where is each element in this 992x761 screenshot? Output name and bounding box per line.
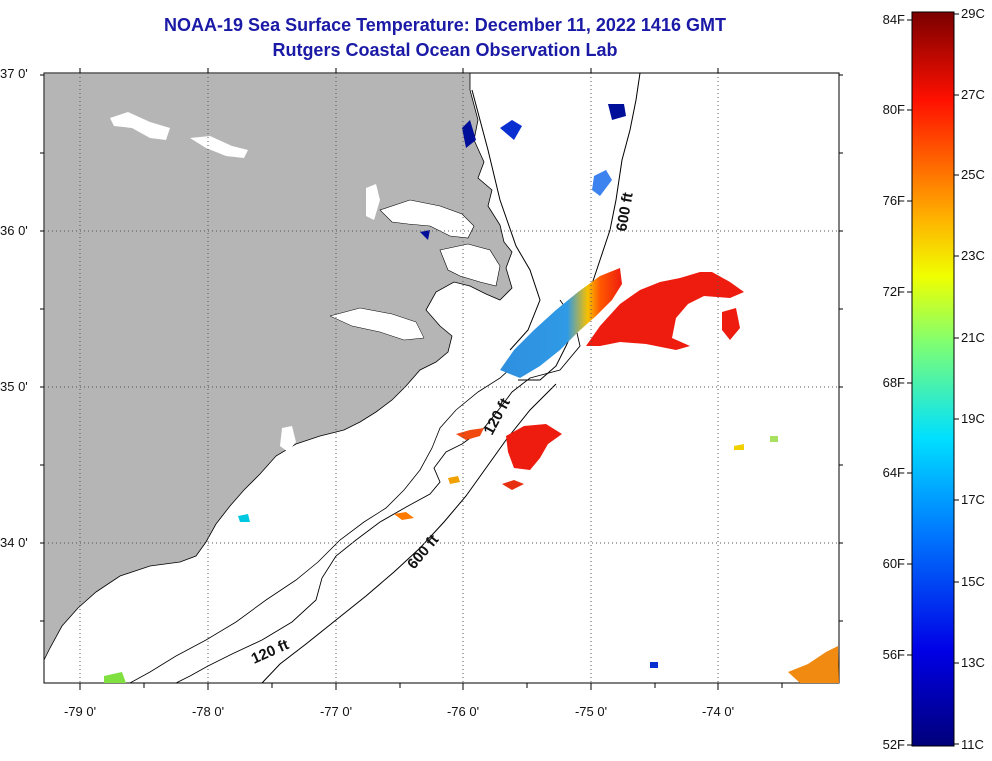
isobath-120ft: [175, 299, 581, 683]
colorbar-f-label: 64F: [883, 465, 905, 480]
cold-sst-patch: [500, 268, 622, 378]
warm-sst-patch: [722, 308, 740, 340]
inland-lake: [190, 136, 248, 158]
outer-banks: [471, 89, 541, 351]
warm-sst-patch: [734, 444, 744, 450]
cold-sst-patch: [592, 170, 612, 196]
lat-label: 34 0': [0, 535, 28, 550]
colorbar-f-label: 76F: [883, 193, 905, 208]
lat-label: 36 0': [0, 223, 28, 238]
colorbar-f-label: 80F: [883, 102, 905, 117]
lon-label: -74 0': [702, 704, 734, 719]
warm-sst-patch: [448, 476, 460, 484]
colorbar-c-label: 17C: [961, 492, 985, 507]
lon-label: -77 0': [320, 704, 352, 719]
color-bar-ticks: [907, 13, 959, 746]
colorbar-f-label: 56F: [883, 647, 905, 662]
warm-sst-patch: [788, 646, 839, 683]
warm-sst-patch: [770, 436, 778, 442]
colorbar-f-label: 84F: [883, 12, 905, 27]
lon-label: -75 0': [575, 704, 607, 719]
colorbar-f-label: 60F: [883, 556, 905, 571]
cold-sst-patch: [238, 514, 250, 522]
cold-sst-patch: [500, 120, 522, 140]
colorbar-c-label: 11C: [961, 737, 984, 752]
warm-sst-patch: [394, 512, 414, 520]
colorbar-c-label: 23C: [961, 248, 985, 263]
lat-label: 35 0': [0, 379, 28, 394]
isobath-600ft: [261, 383, 557, 683]
map-title: NOAA-19 Sea Surface Temperature: Decembe…: [164, 15, 726, 35]
colorbar-c-label: 27C: [961, 87, 985, 102]
colorbar-f-label: 52F: [883, 737, 905, 752]
neuse-river: [329, 307, 425, 341]
map-subtitle: Rutgers Coastal Ocean Observation Lab: [272, 40, 618, 60]
colorbar-c-label: 13C: [961, 655, 985, 670]
colorbar-c-label: 21C: [961, 330, 985, 345]
colorbar-c-label: 25C: [961, 167, 985, 182]
colorbar-c-label: 29C: [961, 6, 985, 21]
inland-lake: [280, 426, 296, 452]
pamlico-sound: [439, 243, 501, 287]
colorbar-c-label: 19C: [961, 411, 985, 426]
colorbar-f-label: 68F: [883, 375, 905, 390]
warm-sst-patch: [502, 480, 524, 490]
lon-label: -78 0': [192, 704, 224, 719]
warm-sst-patch: [586, 272, 744, 350]
inland-lake: [366, 184, 380, 220]
cold-sst-patch: [462, 120, 476, 148]
warm-sst-patch: [506, 424, 562, 470]
barrier-coast: [129, 359, 521, 683]
lon-label: -76 0': [447, 704, 479, 719]
axis-ticks: [40, 68, 843, 690]
cold-sst-patch: [104, 672, 126, 683]
lon-label: -79 0': [64, 704, 96, 719]
grid-lines: [44, 73, 839, 683]
cold-sst-patch: [420, 230, 430, 240]
albemarle-sound: [379, 199, 475, 239]
colorbar-c-label: 15C: [961, 574, 985, 589]
contour-label-600ft-north: 600 ft: [613, 191, 637, 233]
isobath-600ft: [518, 73, 641, 381]
cold-sst-patch: [608, 104, 626, 120]
inland-lake: [110, 112, 170, 140]
cold-sst-patch: [650, 662, 658, 668]
color-bar: [911, 11, 955, 747]
colorbar-f-label: 72F: [883, 284, 905, 299]
lat-label: 37 0': [0, 66, 28, 81]
